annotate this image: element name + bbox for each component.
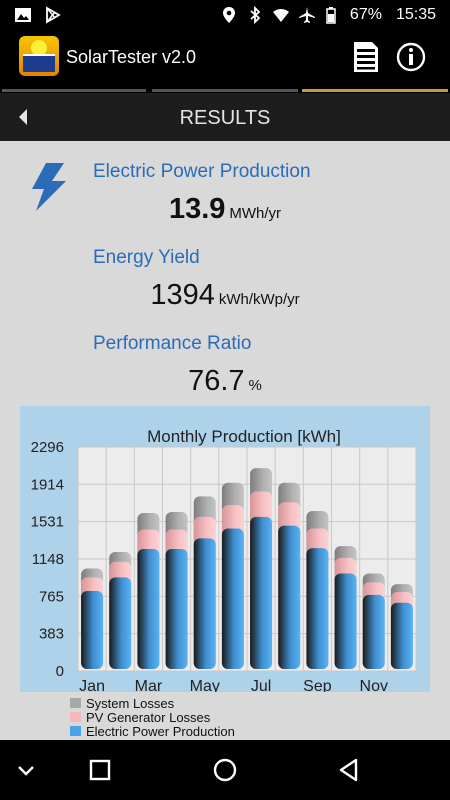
power-value: 13.9: [168, 193, 226, 225]
yield-value: 1394: [150, 279, 215, 311]
legend-label: System Losses: [86, 695, 175, 711]
document-list-icon[interactable]: [350, 40, 380, 74]
bar-jul-electric-power-production: [250, 516, 273, 669]
power-label: Electric Power Production: [93, 161, 311, 182]
tab-indicator-bar: [0, 88, 450, 93]
tab-2[interactable]: [152, 89, 298, 92]
x-tick-label: Mar: [135, 678, 163, 692]
y-tick-label: 383: [39, 626, 64, 643]
bluetooth-icon: [250, 6, 261, 24]
chart-svg: Monthly Production [kWh] 0 383 765 1148 1531…: [31, 427, 417, 695]
play-store-icon: [46, 6, 61, 24]
status-bar: 67% 15:35: [0, 0, 450, 30]
battery-icon: [326, 7, 336, 24]
legend-item: PV Generator Losses: [70, 709, 235, 725]
yield-label: Energy Yield: [93, 247, 200, 268]
y-tick-label: 1148: [32, 551, 64, 568]
bar-feb-electric-power-production: [109, 577, 132, 669]
legend-label: PV Generator Losses: [86, 709, 211, 725]
x-tick-label: Nov: [360, 678, 388, 692]
clock-time: 15:35: [395, 6, 436, 23]
bar-oct-electric-power-production: [334, 573, 357, 669]
legend-swatch: [70, 712, 81, 722]
bar-dec-electric-power-production: [390, 602, 413, 669]
home-circle-icon[interactable]: [211, 756, 239, 784]
y-tick-label: 2296: [31, 439, 64, 456]
power-unit: MWh/yr: [229, 205, 282, 222]
lightning-bolt-icon: [32, 163, 66, 211]
bar-may-electric-power-production: [193, 538, 216, 669]
tab-3[interactable]: [302, 89, 448, 92]
results-header: RESULTS: [0, 93, 450, 141]
x-tick-label: Jul: [251, 678, 271, 692]
y-tick-label: 765: [39, 588, 64, 605]
ratio-value-row: 76.7%: [0, 365, 450, 398]
app-logo-icon: [19, 36, 59, 76]
power-value-row: 13.9 MWh/yr: [0, 193, 450, 226]
bar-jan-electric-power-production: [81, 591, 104, 669]
bar-jun-electric-power-production: [221, 528, 244, 669]
image-icon: [15, 8, 31, 22]
x-tick-label: Jan: [79, 678, 105, 692]
y-tick-label: 1914: [31, 476, 64, 493]
yield-unit: kWh/kWp/yr: [218, 291, 300, 308]
bar-nov-electric-power-production: [362, 594, 385, 669]
yield-value-row: 1394 kWh/kWp/yr: [0, 279, 450, 312]
monthly-production-chart: Monthly Production [kWh] 0 383 765 1148 1531…: [20, 406, 430, 695]
legend-label: Electric Power Production: [86, 723, 235, 739]
results-title: RESULTS: [179, 107, 271, 129]
legend-item: Electric Power Production: [70, 723, 235, 739]
x-tick-label: Sep: [303, 678, 332, 692]
info-icon[interactable]: [396, 40, 426, 74]
airplane-icon: [298, 7, 315, 23]
app-title: SolarTester v2.0: [66, 47, 197, 67]
y-tick-label: 0: [56, 663, 64, 680]
bar-sep-electric-power-production: [306, 548, 329, 669]
chevron-down-icon[interactable]: [12, 756, 40, 784]
wifi-icon: [272, 8, 289, 22]
bar-aug-electric-power-production: [278, 525, 301, 669]
battery-percent: 67%: [349, 6, 382, 23]
back-triangle-icon[interactable]: [336, 756, 364, 784]
chart-title: Monthly Production [kWh]: [147, 427, 341, 446]
app-bar: SolarTester v2.0: [0, 30, 450, 88]
legend-swatch: [70, 698, 81, 708]
legend-swatch: [70, 726, 81, 736]
y-tick-label: 1531: [31, 514, 64, 531]
recents-square-icon[interactable]: [86, 756, 114, 784]
ratio-value: 76.7: [188, 365, 245, 397]
chart-legend: System Losses PV Generator Losses Electric…: [70, 695, 235, 739]
location-icon: [222, 7, 235, 23]
results-content: Electric Power Production 13.9 MWh/yr Ene…: [0, 141, 450, 740]
bar-apr-electric-power-production: [165, 549, 188, 669]
back-arrow-icon[interactable]: [14, 107, 34, 127]
x-tick-label: May: [190, 678, 220, 692]
legend-item: System Losses: [70, 695, 235, 711]
tab-1[interactable]: [2, 89, 146, 92]
bar-mar-electric-power-production: [137, 549, 160, 669]
ratio-unit: %: [248, 377, 262, 394]
ratio-label: Performance Ratio: [93, 333, 252, 354]
system-nav-bar: [0, 740, 450, 800]
